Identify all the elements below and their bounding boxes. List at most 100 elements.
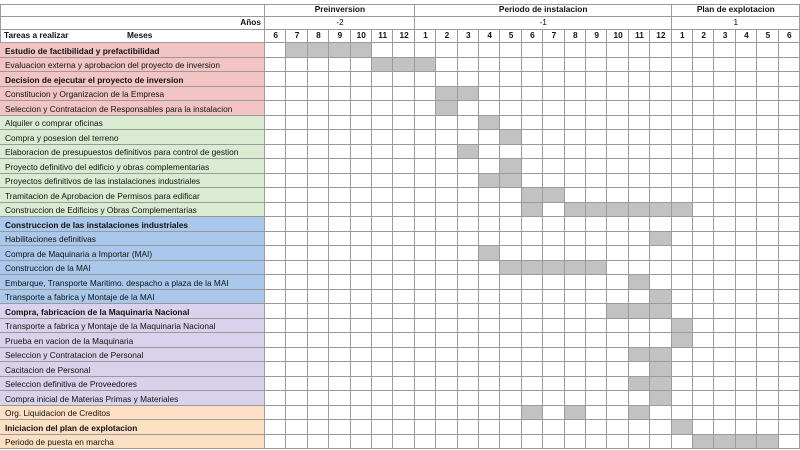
gantt-empty-cell: [564, 86, 586, 101]
gantt-empty-cell: [414, 43, 437, 58]
gantt-empty-cell: [757, 217, 779, 232]
phase-header: [671, 4, 800, 17]
gantt-empty-cell: [650, 115, 672, 130]
gantt-empty-cell: [714, 130, 736, 145]
gantt-empty-cell: [778, 275, 800, 290]
gantt-empty-cell: [778, 86, 800, 101]
gantt-empty-cell: [329, 202, 351, 217]
gantt-empty-cell: [521, 376, 544, 391]
gantt-bar-cell: [414, 57, 437, 72]
gantt-empty-cell: [329, 376, 351, 391]
gantt-empty-cell: [714, 57, 736, 72]
gantt-bar-cell: [650, 362, 672, 377]
gantt-empty-cell: [586, 217, 608, 232]
gantt-empty-cell: [778, 202, 800, 217]
gantt-empty-cell: [329, 231, 351, 246]
gantt-empty-cell: [586, 333, 608, 348]
gantt-empty-cell: [372, 275, 394, 290]
task-label-cell: [0, 275, 265, 290]
gantt-empty-cell: [414, 86, 437, 101]
gantt-empty-cell: [650, 130, 672, 145]
gantt-empty-cell: [393, 275, 415, 290]
gantt-empty-cell: [372, 420, 394, 435]
gantt-empty-cell: [607, 144, 629, 159]
gantt-empty-cell: [757, 260, 779, 275]
gantt-empty-cell: [714, 202, 736, 217]
gantt-empty-cell: [650, 159, 672, 174]
gantt-bar-cell: [671, 318, 693, 333]
gantt-empty-cell: [286, 188, 308, 203]
gantt-empty-cell: [671, 173, 693, 188]
gantt-empty-cell: [307, 376, 330, 391]
gantt-empty-cell: [414, 101, 437, 116]
gantt-empty-cell: [693, 130, 715, 145]
gantt-empty-cell: [757, 159, 779, 174]
gantt-empty-cell: [628, 57, 651, 72]
gantt-empty-cell: [372, 202, 394, 217]
gantt-empty-cell: [714, 405, 736, 420]
gantt-bar-cell: [607, 202, 629, 217]
gantt-empty-cell: [757, 405, 779, 420]
gantt-empty-cell: [586, 115, 608, 130]
gantt-empty-cell: [543, 159, 565, 174]
gantt-empty-cell: [414, 376, 437, 391]
gantt-empty-cell: [479, 144, 501, 159]
gantt-empty-cell: [372, 434, 394, 449]
gantt-empty-cell: [393, 434, 415, 449]
gantt-empty-cell: [350, 275, 372, 290]
gantt-empty-cell: [479, 57, 501, 72]
gantt-empty-cell: [543, 246, 565, 261]
gantt-empty-cell: [586, 231, 608, 246]
gantt-empty-cell: [607, 246, 629, 261]
gantt-empty-cell: [372, 231, 394, 246]
gantt-empty-cell: [757, 333, 779, 348]
gantt-empty-cell: [564, 289, 586, 304]
gantt-empty-cell: [671, 43, 693, 58]
gantt-empty-cell: [778, 72, 800, 87]
gantt-empty-cell: [414, 202, 437, 217]
gantt-empty-cell: [564, 72, 586, 87]
gantt-empty-cell: [564, 376, 586, 391]
gantt-empty-cell: [457, 217, 479, 232]
gantt-empty-cell: [607, 72, 629, 87]
gantt-empty-cell: [671, 231, 693, 246]
gantt-empty-cell: [586, 434, 608, 449]
month-number: 5: [765, 30, 771, 40]
gantt-empty-cell: [265, 43, 287, 58]
gantt-empty-cell: [628, 318, 651, 333]
task-label-cell: [0, 72, 265, 87]
gantt-empty-cell: [671, 376, 693, 391]
gantt-bar-cell: [521, 260, 544, 275]
gantt-empty-cell: [372, 246, 394, 261]
month-header: [735, 30, 758, 43]
gantt-empty-cell: [393, 130, 415, 145]
gantt-empty-cell: [778, 57, 800, 72]
gantt-empty-cell: [265, 115, 287, 130]
gantt-empty-cell: [757, 72, 779, 87]
gantt-empty-cell: [564, 347, 586, 362]
gantt-empty-cell: [329, 246, 351, 261]
gantt-empty-cell: [350, 260, 372, 275]
gantt-empty-cell: [521, 173, 544, 188]
month-number: 2: [444, 30, 450, 40]
gantt-empty-cell: [414, 217, 437, 232]
gantt-empty-cell: [457, 391, 479, 406]
gantt-empty-cell: [628, 43, 651, 58]
phase-header: [414, 4, 672, 17]
gantt-empty-cell: [307, 420, 330, 435]
gantt-empty-cell: [586, 72, 608, 87]
gantt-empty-cell: [350, 144, 372, 159]
gantt-bar-cell: [329, 43, 351, 58]
gantt-empty-cell: [350, 101, 372, 116]
gantt-empty-cell: [350, 304, 372, 319]
gantt-empty-cell: [628, 420, 651, 435]
gantt-empty-cell: [757, 173, 779, 188]
gantt-empty-cell: [757, 144, 779, 159]
gantt-empty-cell: [778, 159, 800, 174]
gantt-empty-cell: [393, 231, 415, 246]
gantt-empty-cell: [393, 420, 415, 435]
task-label-cell: [0, 217, 265, 232]
task-label-cell: [0, 130, 265, 145]
gantt-empty-cell: [372, 159, 394, 174]
gantt-empty-cell: [735, 289, 758, 304]
